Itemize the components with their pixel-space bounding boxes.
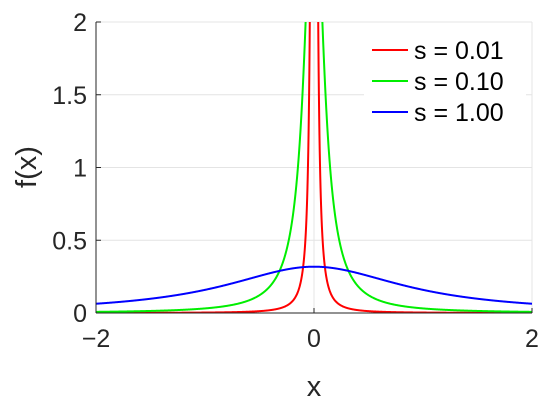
series-line-3	[96, 265, 532, 305]
legend: s = 0.01 s = 0.10 s = 1.00	[364, 34, 526, 136]
y-tick-label: 2	[73, 9, 87, 37]
y-tick-label: 0	[73, 300, 87, 328]
legend-label-2: s = 0.10	[414, 68, 504, 96]
y-tick-label: 1.5	[52, 82, 87, 110]
axes	[95, 21, 533, 314]
x-tick-label: 2	[525, 325, 539, 353]
y-tick-label: 1	[73, 155, 87, 183]
x-tick-label: 0	[307, 325, 321, 353]
legend-label-3: s = 1.00	[414, 99, 504, 127]
y-tick-label: 0.5	[52, 227, 87, 255]
tick-labels: −2 0 200.511.52	[52, 9, 539, 353]
legend-label-1: s = 0.01	[414, 37, 504, 65]
series-line-2	[96, 22, 532, 313]
x-tick-label: −2	[82, 325, 111, 353]
y-axis-label: f(x)	[11, 146, 43, 188]
x-axis-label: x	[307, 371, 322, 403]
